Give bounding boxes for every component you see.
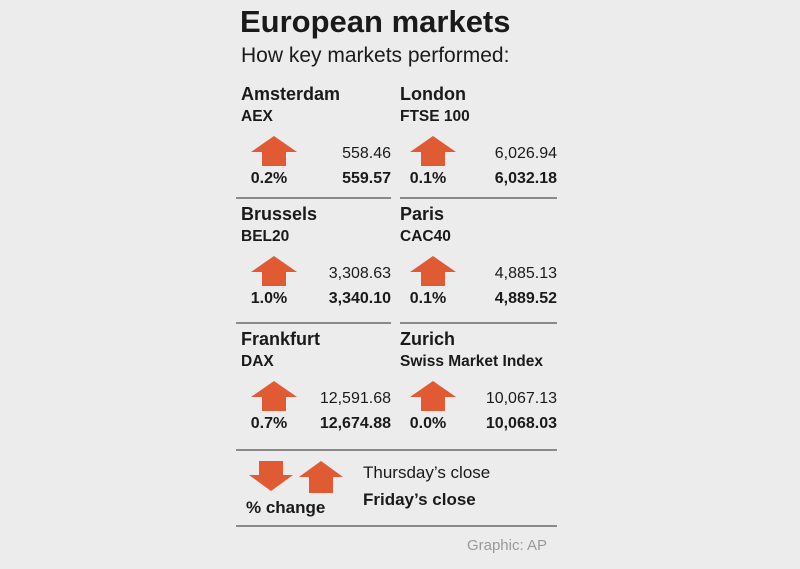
up-arrow-icon <box>299 461 343 498</box>
market-cell: Frankfurt DAX 0.7% 12,591.68 12,674.88 <box>241 329 391 449</box>
page-subtitle: How key markets performed: <box>241 44 510 67</box>
market-pct-change: 1.0% <box>250 290 288 307</box>
divider-line <box>400 197 557 199</box>
market-thursday-close: 6,026.94 <box>494 145 557 162</box>
divider-line <box>236 322 391 324</box>
market-pct-change: 0.0% <box>409 415 447 432</box>
up-arrow-icon <box>410 256 456 286</box>
market-cell: Zurich Swiss Market Index 0.0% 10,067.13 10,… <box>400 329 557 449</box>
up-arrow-icon <box>251 256 297 286</box>
market-index-name: BEL20 <box>241 228 290 245</box>
market-cell: London FTSE 100 0.1% 6,026.94 6,032.18 <box>400 84 557 204</box>
market-city: London <box>400 84 466 104</box>
market-city: Paris <box>400 204 445 224</box>
market-thursday-close: 10,067.13 <box>485 390 557 407</box>
market-index-name: CAC40 <box>400 228 451 245</box>
market-index-name: AEX <box>241 108 273 125</box>
market-friday-close: 6,032.18 <box>494 170 557 187</box>
legend-thursday-label: Thursday’s close <box>363 463 491 482</box>
up-arrow-icon <box>251 136 297 166</box>
divider-line <box>400 322 557 324</box>
market-city: Brussels <box>241 204 318 224</box>
market-friday-close: 12,674.88 <box>319 415 391 432</box>
up-arrow-icon <box>251 381 297 411</box>
market-cell: Brussels BEL20 1.0% 3,308.63 3,340.10 <box>241 204 391 324</box>
page-title: European markets <box>240 4 511 39</box>
market-pct-change: 0.1% <box>409 290 447 307</box>
legend-friday-label: Friday’s close <box>363 490 476 509</box>
market-index-name: DAX <box>241 353 274 370</box>
market-pct-change: 0.7% <box>250 415 288 432</box>
divider-line <box>236 449 557 451</box>
market-city: Zurich <box>400 329 456 349</box>
market-city: Frankfurt <box>241 329 321 349</box>
graphic-credit: Graphic: AP <box>466 537 547 554</box>
divider-line <box>236 525 557 527</box>
up-arrow-icon <box>410 381 456 411</box>
market-friday-close: 559.57 <box>342 170 391 187</box>
market-friday-close: 4,889.52 <box>494 290 557 307</box>
market-friday-close: 10,068.03 <box>485 415 557 432</box>
market-pct-change: 0.1% <box>409 170 447 187</box>
up-arrow-icon <box>410 136 456 166</box>
market-pct-change: 0.2% <box>250 170 288 187</box>
market-index-name: FTSE 100 <box>400 108 470 125</box>
market-thursday-close: 3,308.63 <box>328 265 391 282</box>
market-cell: Amsterdam AEX 0.2% 558.46 559.57 <box>241 84 391 204</box>
market-thursday-close: 558.46 <box>342 145 391 162</box>
market-friday-close: 3,340.10 <box>328 290 391 307</box>
market-cell: Paris CAC40 0.1% 4,885.13 4,889.52 <box>400 204 557 324</box>
divider-line <box>236 197 391 199</box>
down-arrow-icon <box>249 461 293 496</box>
legend-pct-change-label: % change <box>246 498 326 517</box>
market-city: Amsterdam <box>241 84 341 104</box>
market-thursday-close: 4,885.13 <box>494 265 557 282</box>
market-thursday-close: 12,591.68 <box>319 390 391 407</box>
market-index-name: Swiss Market Index <box>400 353 544 370</box>
